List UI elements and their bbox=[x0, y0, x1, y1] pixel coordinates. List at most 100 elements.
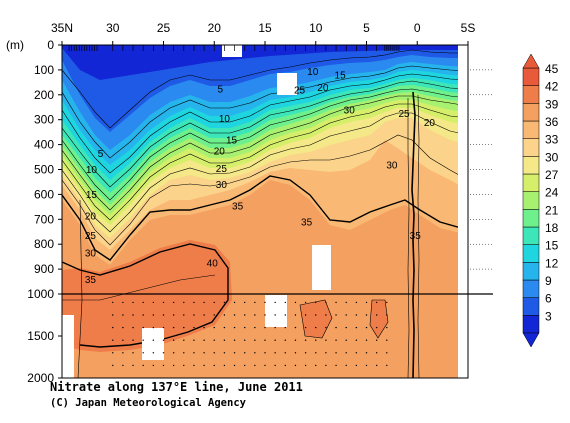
sample-point bbox=[203, 301, 205, 304]
sample-point bbox=[315, 314, 317, 316]
sample-point bbox=[264, 326, 266, 329]
contour-label: 10 bbox=[307, 67, 319, 78]
sample-point bbox=[233, 314, 236, 316]
sample-point bbox=[264, 301, 266, 304]
sample-point bbox=[335, 301, 337, 304]
x-axis: 35N 30 25 20 15 10 5 0 5S bbox=[51, 21, 475, 45]
sample-point bbox=[315, 301, 317, 304]
sample-point bbox=[122, 364, 124, 367]
colorbar-segment bbox=[522, 120, 540, 139]
x-tick-label: 5S bbox=[461, 21, 476, 35]
sample-point bbox=[284, 364, 286, 367]
colorbar-high-arrow bbox=[522, 53, 540, 69]
sample-point bbox=[325, 339, 327, 341]
sample-point bbox=[203, 326, 205, 329]
sample-point bbox=[233, 352, 236, 354]
contour-label: 25 bbox=[294, 86, 306, 97]
colorbar-low-arrow bbox=[522, 332, 540, 348]
contour-label: 35 bbox=[232, 201, 244, 212]
sample-point bbox=[386, 326, 388, 329]
sample-point bbox=[375, 352, 378, 354]
sample-point bbox=[355, 364, 358, 367]
sample-point bbox=[223, 301, 226, 304]
sample-point bbox=[244, 314, 246, 316]
sample-point bbox=[132, 314, 134, 316]
sample-point bbox=[335, 364, 337, 367]
sample-point bbox=[132, 352, 134, 354]
colorbar-segment bbox=[522, 173, 540, 192]
sample-point bbox=[274, 326, 276, 329]
sample-point bbox=[223, 339, 226, 341]
chart-title: Nitrate along 137°E line, June 2011 bbox=[50, 380, 303, 394]
colorbar-segment bbox=[522, 156, 540, 175]
sample-point bbox=[183, 301, 185, 304]
sample-point bbox=[244, 326, 246, 329]
sample-point bbox=[335, 339, 337, 341]
sample-point bbox=[386, 364, 388, 367]
x-tick-label: 30 bbox=[106, 21, 120, 35]
sample-point bbox=[294, 326, 297, 329]
sample-point bbox=[122, 339, 124, 341]
sample-point bbox=[112, 352, 114, 354]
sample-point bbox=[294, 314, 297, 316]
sample-point bbox=[254, 301, 256, 304]
sample-point bbox=[315, 326, 317, 329]
sample-point bbox=[355, 352, 358, 354]
colorbar-segment bbox=[522, 315, 540, 334]
sample-point bbox=[284, 352, 286, 354]
sample-point bbox=[203, 339, 205, 341]
sample-point bbox=[213, 352, 215, 354]
x-tick-label: 10 bbox=[309, 21, 323, 35]
sample-point bbox=[203, 314, 205, 316]
sample-point bbox=[172, 339, 175, 341]
sample-point bbox=[315, 339, 317, 341]
contour-label: 20 bbox=[317, 83, 329, 94]
colorbar-segment bbox=[522, 262, 540, 281]
sample-point bbox=[112, 301, 114, 304]
sample-point bbox=[264, 364, 266, 367]
sample-point bbox=[112, 314, 114, 316]
sample-point bbox=[142, 339, 144, 341]
sample-point bbox=[355, 301, 358, 304]
colorbar-tick-label: 36 bbox=[545, 115, 559, 129]
sample-point bbox=[355, 314, 358, 316]
sample-point bbox=[193, 339, 195, 341]
sample-point bbox=[233, 339, 236, 341]
x-tick-label: 25 bbox=[157, 21, 171, 35]
missing-data-mask bbox=[458, 45, 468, 378]
sample-point bbox=[325, 364, 327, 367]
sample-point bbox=[325, 352, 327, 354]
sample-point bbox=[152, 301, 155, 304]
x-tick-label: 5 bbox=[363, 21, 370, 35]
contour-label: 15 bbox=[226, 135, 238, 146]
sample-point bbox=[223, 314, 226, 316]
sample-point bbox=[304, 339, 307, 341]
sample-point bbox=[386, 339, 388, 341]
contour-label: 35 bbox=[301, 218, 313, 229]
colorbar-tick-label: 6 bbox=[545, 292, 552, 306]
contour-label: 15 bbox=[86, 190, 98, 201]
colorbar-segment bbox=[522, 85, 540, 104]
sample-point bbox=[345, 364, 347, 367]
sample-point bbox=[142, 314, 144, 316]
sample-point bbox=[122, 352, 124, 354]
colorbar-segment bbox=[522, 138, 540, 157]
colorbar-tick-label: 42 bbox=[545, 80, 559, 94]
colorbar-segment bbox=[522, 297, 540, 316]
contour-label: 15 bbox=[335, 71, 347, 82]
sample-point bbox=[244, 352, 246, 354]
sample-point bbox=[142, 352, 144, 354]
colorbar-segment bbox=[522, 226, 540, 245]
sample-point bbox=[274, 364, 276, 367]
sample-point bbox=[233, 326, 236, 329]
colorbar-segment bbox=[522, 244, 540, 263]
sample-point bbox=[335, 352, 337, 354]
contour-lines bbox=[62, 49, 468, 378]
chart-credit: (C) Japan Meteorological Agency bbox=[50, 397, 246, 409]
colorbar-tick-label: 18 bbox=[545, 221, 559, 235]
contour-label: 5 bbox=[98, 149, 104, 160]
sample-point bbox=[193, 364, 195, 367]
sample-point bbox=[112, 326, 114, 329]
sample-point bbox=[294, 339, 297, 341]
sample-point bbox=[172, 364, 175, 367]
